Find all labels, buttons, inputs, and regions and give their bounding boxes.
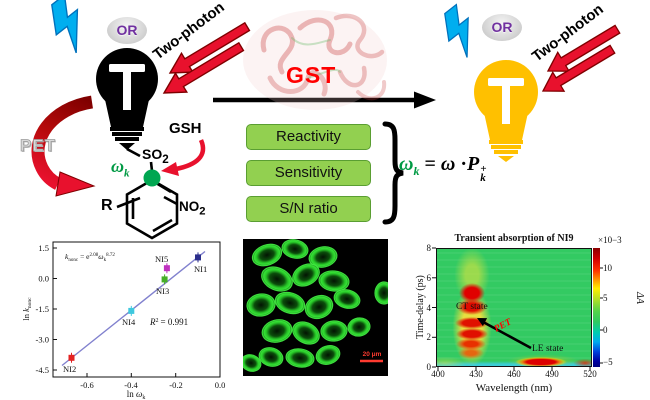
data-point-NI5: NI5 [155,254,170,274]
bond-so2-ring [149,161,154,172]
point-label: NI5 [155,254,168,264]
heatmap-plot-area: CT state PET LE state [436,248,592,367]
gsh-arrow [161,139,206,176]
or-badge-left: OR [107,17,147,44]
gst-label: GST [286,62,337,88]
point-label: NI4 [122,317,136,327]
bond-r-group [116,196,141,209]
scheme-artwork [31,0,624,240]
y-tick: -1.5 [36,304,49,314]
property-box-reactivity: Reactivity [246,124,371,150]
heatmap-title: Transient absorption of NI9 [454,233,574,244]
point-label: NI2 [63,364,76,374]
p-superscript: + [480,163,487,175]
y-tick: -4.5 [36,365,49,375]
ct-state-label: CT state [456,302,488,312]
fit-equation: knonc = e2.08ωk8.72 [65,252,115,263]
pet-arrow [31,95,96,197]
data-point-NI1: NI1 [194,252,207,274]
so2-group-label: SO2 [142,146,169,166]
y-axis-label: Time-delay (ps) [415,275,426,339]
bulb-off [96,48,158,150]
x-tick: 460 [507,369,521,379]
data-point-NI3: NI3 [156,274,169,296]
x-tick: 520 [583,369,597,379]
y-tick: 8 [426,243,432,253]
y-axis-label: ln knonc [21,297,33,321]
bond-no2 [163,195,178,206]
data-point-NI4: NI4 [122,305,136,327]
lightning-bolt-icon-right [433,3,488,61]
reaction-arrow [213,91,436,109]
bulb-on [474,60,538,162]
no2-group-label: NO2 [179,199,206,218]
x-tick: 0.0 [215,380,226,390]
omega-k-site-label: ωk [111,156,130,180]
colorbar-axis-label: ΔA [634,292,645,304]
colorbar-scale-label: ×10−3 [598,235,622,245]
data-point-NI2: NI2 [63,352,76,374]
y-tick: 0 [426,362,432,372]
x-axis-label: ln ωk [127,389,146,400]
p-subscript: k [480,172,486,184]
x-tick: 400 [431,369,445,379]
x-tick: 490 [545,369,559,379]
y-tick: 2 [426,332,432,343]
confocal-micrograph: 20 μm [243,239,388,376]
grouping-brace [382,121,404,225]
property-box-sn-ratio: S/N ratio [246,196,371,222]
y-tick: -3.0 [36,335,49,345]
y-tick: 0.0 [38,274,49,284]
probe-molecule [116,147,179,240]
pet-label: PET [20,136,57,156]
le-state-label: LE state [532,344,564,354]
scale-bar-label: 20 μm [362,351,382,358]
point-label: NI3 [156,286,169,296]
x-axis-label: Wavelength (nm) [475,382,553,394]
colorbar-tick: 0 [603,325,608,335]
pet-annotation-arrow [477,318,532,350]
correlation-plot-svg: -0.6 -0.4 -0.2 0.0 1.5 0.0 -1.5 -3.0 -4.… [21,241,226,400]
axis-ticks [53,247,221,377]
reactive-site-dot [143,169,161,187]
colorbar-tick: −5 [603,357,613,367]
benzene-ring [125,178,179,240]
colorbar-tick: 10 [603,263,612,273]
y-tick: 1.5 [38,243,49,253]
x-tick: -0.4 [124,380,138,390]
lightning-bolt-icon-left [39,0,99,57]
y-tick: 4 [426,302,432,313]
cells-artwork [243,239,388,372]
x-tick: -0.6 [80,380,93,390]
colorbar [593,248,600,367]
heatmap-ticks [432,247,603,371]
r-group-label: R [101,197,113,214]
colorbar-tick: 5 [603,293,608,303]
property-box-sensitivity: Sensitivity [246,160,371,186]
local-electrophilicity-equation: ωk = ω ·P + k [399,153,487,184]
transient-absorption-panel: Transient absorption of NI9 CT state PET… [415,230,650,400]
point-label: NI1 [194,264,207,274]
y-tick: 6 [426,272,432,283]
r-squared: R2 = 0.991 [149,317,188,327]
gst-protein-structure [243,10,387,110]
gsh-label: GSH [169,120,202,137]
x-tick: -0.2 [169,380,182,390]
two-photon-arrows-left [157,16,254,104]
or-badge-right: OR [482,14,522,41]
correlation-plot: -0.6 -0.4 -0.2 0.0 1.5 0.0 -1.5 -3.0 -4.… [18,228,233,400]
bond-bulb-so2 [126,147,141,158]
x-tick: 430 [469,369,483,379]
